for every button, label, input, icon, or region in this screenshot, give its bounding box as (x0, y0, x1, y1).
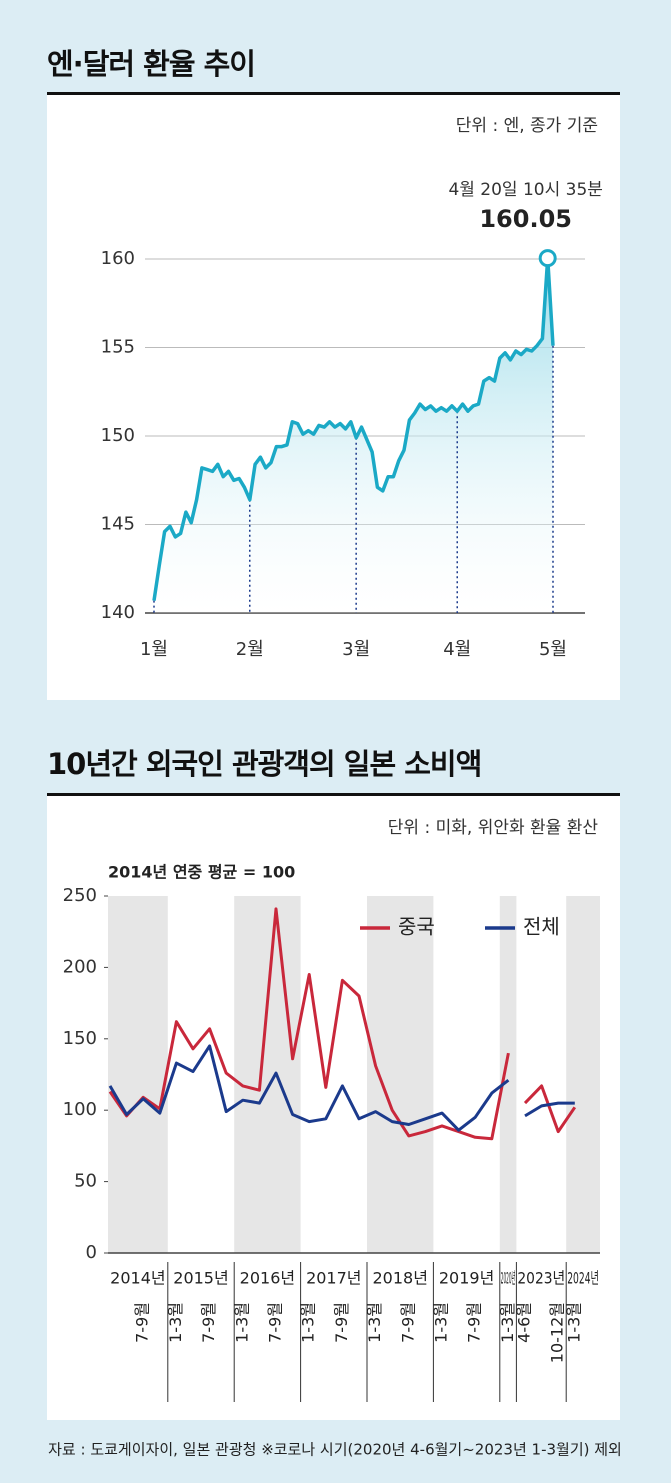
year-label: 2015년 (173, 1269, 228, 1288)
year-band (367, 896, 434, 1253)
x-tick-label: 7-9월 (465, 1302, 484, 1343)
unit-label: 단위 : 미화, 위안화 환율 환산 (388, 818, 599, 838)
y-tick-label: 150 (63, 1028, 97, 1049)
x-tick-label: 10-12월 (548, 1302, 567, 1363)
year-label: 2019년 (439, 1269, 494, 1288)
y-tick-label: 150 (101, 425, 135, 446)
legend-label: 전체 (523, 915, 560, 939)
y-tick-label: 0 (86, 1242, 97, 1263)
y-tick-label: 250 (63, 885, 97, 906)
x-tick-label: 5월 (539, 639, 567, 660)
note: 2014년 연중 평균 = 100 (108, 863, 295, 882)
y-tick-label: 160 (101, 248, 135, 269)
x-tick-label: 4-6월 (515, 1302, 534, 1343)
y-tick-label: 50 (74, 1171, 97, 1192)
x-tick-label: 7-9월 (332, 1302, 351, 1343)
year-label: 2018년 (372, 1269, 427, 1288)
source: 자료 : 도쿄게이자이, 일본 관광청 ※코로나 시기(2020년 4-6월기~… (48, 1441, 622, 1459)
year-label: 2024년 (567, 1269, 599, 1288)
x-tick-label: 1-3월 (166, 1302, 185, 1343)
area (154, 258, 553, 613)
x-tick-label: 4월 (443, 639, 471, 660)
x-tick-label: 3월 (342, 639, 370, 660)
peak-marker (538, 249, 557, 268)
year-label: 2014년 (110, 1269, 165, 1288)
chart-title: 10년간 외국인 관광객의 일본 소비액 (47, 747, 481, 781)
x-tick-label: 1-3월 (432, 1302, 451, 1343)
unit-label: 단위 : 엔, 종가 기준 (456, 116, 598, 136)
line (108, 907, 577, 1141)
annotation: 4월 20일 10시 35분 (448, 180, 602, 200)
legend-label: 중국 (398, 915, 435, 939)
y-tick-label: 155 (101, 337, 135, 358)
y-tick-label: 145 (101, 514, 135, 535)
year-label: 2016년 (240, 1269, 295, 1288)
x-tick-label: 2월 (236, 639, 264, 660)
year-label: 2020년 (501, 1269, 516, 1288)
x-tick-label: 1-3월 (299, 1302, 318, 1343)
x-tick-label: 1-3월 (564, 1302, 583, 1343)
year-band (566, 896, 600, 1253)
x-tick-label: 7-9월 (133, 1302, 152, 1343)
x-tick-label: 1-3월 (232, 1302, 251, 1343)
title-rule (47, 92, 620, 95)
year-band (108, 896, 168, 1253)
line (152, 256, 555, 601)
x-tick-label: 1-3월 (365, 1302, 384, 1343)
x-tick-label: 7-9월 (398, 1302, 417, 1343)
y-tick-label: 200 (63, 956, 97, 977)
title-rule (47, 793, 620, 796)
x-tick-label: 1월 (140, 639, 168, 660)
x-tick-label: 7-9월 (266, 1302, 285, 1343)
year-label: 2017년 (306, 1269, 361, 1288)
line (108, 1044, 575, 1132)
x-tick-label: 1-3월 (498, 1302, 517, 1343)
y-tick-label: 140 (101, 602, 135, 623)
year-band (499, 896, 517, 1253)
year-band (234, 896, 301, 1253)
chart-title: 엔·달러 환율 추이 (47, 47, 255, 81)
y-tick-label: 100 (63, 1099, 97, 1120)
x-tick-label: 7-9월 (199, 1302, 218, 1343)
year-label: 2023년 (517, 1269, 565, 1288)
annotation-value: 160.05 (479, 205, 572, 233)
